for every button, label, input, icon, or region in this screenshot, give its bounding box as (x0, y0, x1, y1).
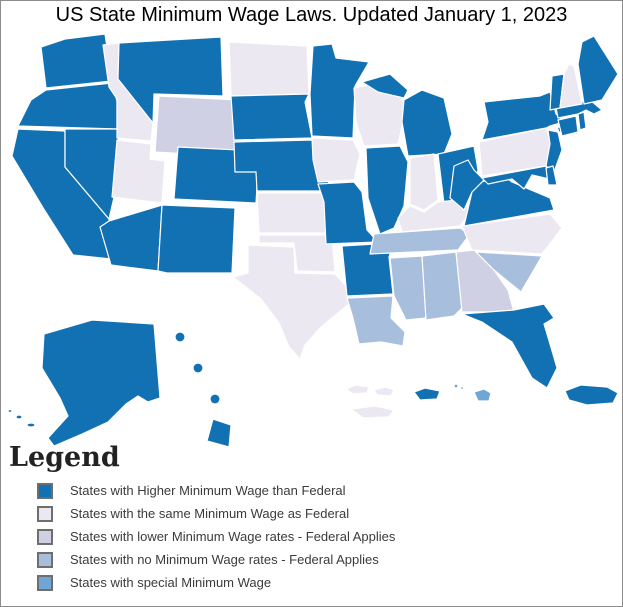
state-me (577, 35, 619, 105)
territory-pr (564, 384, 619, 406)
state-or (17, 82, 118, 130)
map-title: US State Minimum Wage Laws. Updated Janu… (55, 4, 568, 26)
state-nc (461, 213, 563, 255)
legend-label-none: States with no Minimum Wage rates - Fede… (70, 552, 379, 568)
state-mi-upper-peninsula (361, 73, 409, 99)
legend-row-special: States with special Minimum Wage (37, 574, 609, 591)
state-mi (401, 89, 453, 157)
territory-as (473, 388, 492, 402)
legend-swatch-special (37, 574, 53, 591)
state-ks (256, 192, 333, 234)
legend-label-higher: States with Higher Minimum Wage than Fed… (70, 483, 346, 499)
state-fl (461, 303, 558, 389)
territory-as-islet (459, 385, 465, 391)
legend: Legend States with Higher Minimum Wage t… (9, 443, 609, 598)
territory-as-islet (453, 383, 459, 389)
legend-row-higher: States with Higher Minimum Wage than Fed… (37, 482, 609, 499)
state-la (346, 295, 406, 347)
state-ak-aleutians (15, 414, 23, 420)
legend-row-none: States with no Minimum Wage rates - Fede… (37, 551, 609, 568)
state-ak-aleutians (26, 422, 36, 428)
state-tn (369, 227, 471, 255)
state-sc (475, 251, 543, 293)
state-ak (41, 319, 161, 447)
state-hi-maui (209, 393, 221, 405)
legend-label-lower: States with lower Minimum Wage rates - F… (70, 529, 396, 545)
state-in (409, 153, 439, 211)
state-wa (40, 33, 113, 89)
legend-rows: States with Higher Minimum Wage than Fed… (37, 482, 609, 591)
state-ms (389, 255, 427, 321)
state-mn (309, 43, 370, 139)
state-hi-big-island (206, 418, 232, 448)
territory-mp-north (345, 384, 370, 395)
legend-swatch-lower (37, 528, 53, 545)
legend-label-same: States with the same Minimum Wage as Fed… (70, 506, 350, 522)
territory-vi (350, 405, 395, 419)
state-ct (557, 115, 579, 137)
state-hi-kauai (174, 331, 186, 343)
state-ak-aleutians (7, 408, 13, 414)
state-nj (545, 129, 563, 173)
legend-row-same: States with the same Minimum Wage as Fed… (37, 505, 609, 522)
state-al (421, 251, 463, 321)
state-nd (228, 41, 310, 97)
state-az (99, 204, 163, 272)
state-tx (232, 244, 356, 360)
legend-row-lower: States with lower Minimum Wage rates - F… (37, 528, 609, 545)
state-nv (64, 128, 120, 220)
legend-heading: Legend (9, 442, 120, 473)
state-hi-oahu (192, 362, 204, 374)
legend-swatch-higher (37, 482, 53, 499)
legend-swatch-same (37, 505, 53, 522)
state-nm (157, 204, 236, 274)
state-wv (449, 159, 485, 211)
state-sd (230, 93, 313, 141)
territory-mp-south (373, 386, 395, 397)
legend-label-special: States with special Minimum Wage (70, 575, 272, 591)
state-ut (111, 139, 166, 204)
state-nh (559, 63, 583, 109)
legend-swatch-none (37, 551, 53, 568)
state-mo (317, 181, 379, 245)
state-mt (117, 36, 224, 124)
territory-gu (413, 387, 441, 401)
state-de (545, 165, 558, 186)
state-ia (311, 137, 361, 183)
state-ri (577, 111, 587, 131)
